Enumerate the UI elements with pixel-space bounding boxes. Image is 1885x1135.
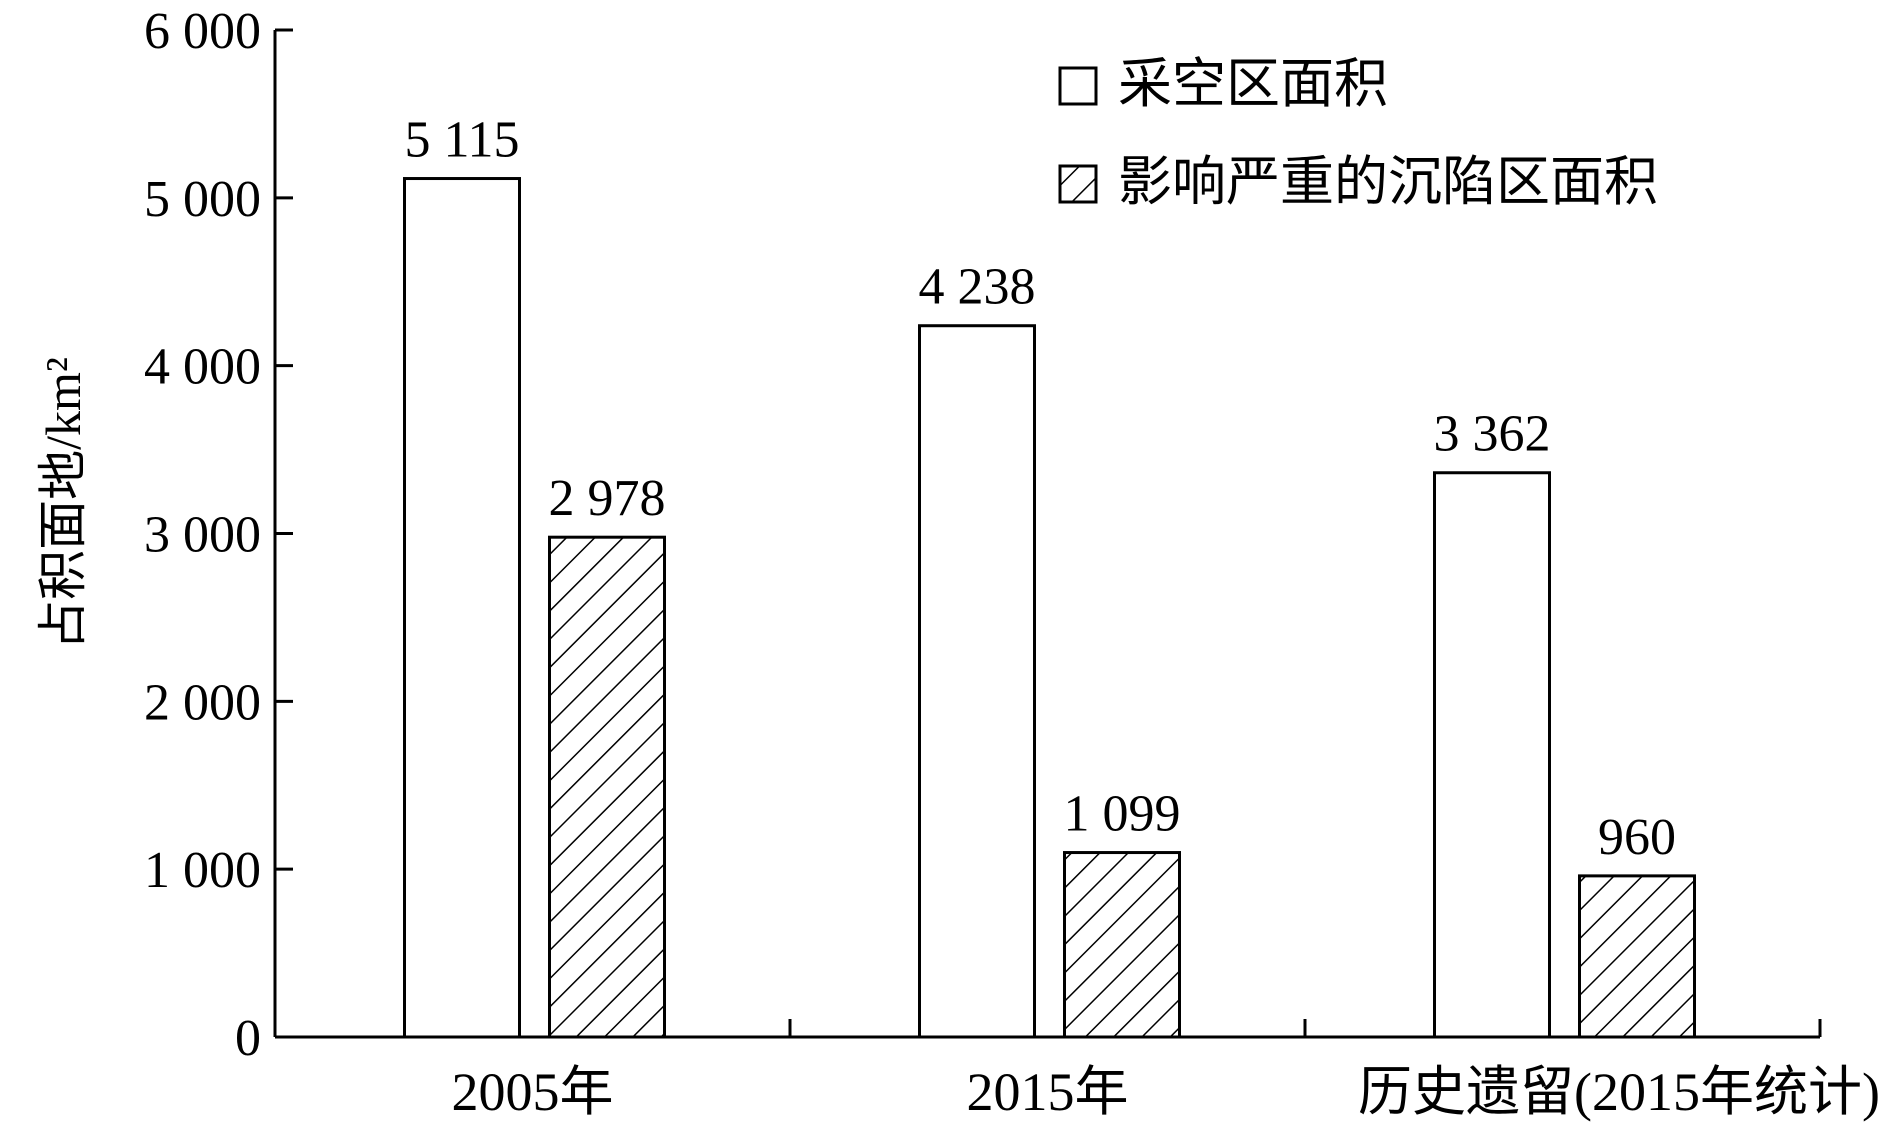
- legend-swatch: [1058, 66, 1098, 106]
- bar-value-label: 4 238: [919, 259, 1036, 316]
- y-tick-label: 4 000: [144, 339, 261, 396]
- y-tick-label: 0: [235, 1010, 261, 1067]
- bar-value-label: 2 978: [549, 470, 666, 527]
- x-tick-label: 2015年: [967, 1062, 1129, 1122]
- bar-value-label: 1 099: [1064, 786, 1181, 843]
- bar-goaf-area: [918, 324, 1036, 1039]
- legend-swatch: [1058, 164, 1098, 204]
- bar-subsidence-area: [548, 535, 666, 1039]
- bar-value-label: 3 362: [1434, 406, 1551, 463]
- y-tick-label: 5 000: [144, 171, 261, 228]
- x-tick-label: 2005年: [452, 1062, 614, 1122]
- axes: 0 1 000 2 000 3 000 4 000 5 000 6 000 占积面地/km² 2…: [35, 3, 1880, 1122]
- bar-value-label: 960: [1598, 809, 1676, 866]
- bar-subsidence-area: [1063, 851, 1181, 1039]
- y-tick-label: 3 000: [144, 507, 261, 564]
- y-tick-label: 2 000: [144, 674, 261, 731]
- bar-goaf-area: [1433, 471, 1551, 1039]
- y-tick-label: 6 000: [144, 3, 261, 60]
- bar-goaf-area: [403, 177, 521, 1039]
- y-tick-label: 1 000: [144, 842, 261, 899]
- y-axis-title: 占积面地/km²: [35, 357, 91, 650]
- bar-value-label: 5 115: [404, 112, 519, 169]
- bar-subsidence-area: [1578, 874, 1696, 1039]
- legend-label: 影响严重的沉陷区面积: [1118, 152, 1658, 212]
- legend-label: 采空区面积: [1118, 54, 1388, 114]
- x-tick-label: 历史遗留(2015年统计): [1358, 1062, 1880, 1122]
- bars: 5 115 4 238 3 362 2 978 1 099 960: [403, 112, 1696, 1039]
